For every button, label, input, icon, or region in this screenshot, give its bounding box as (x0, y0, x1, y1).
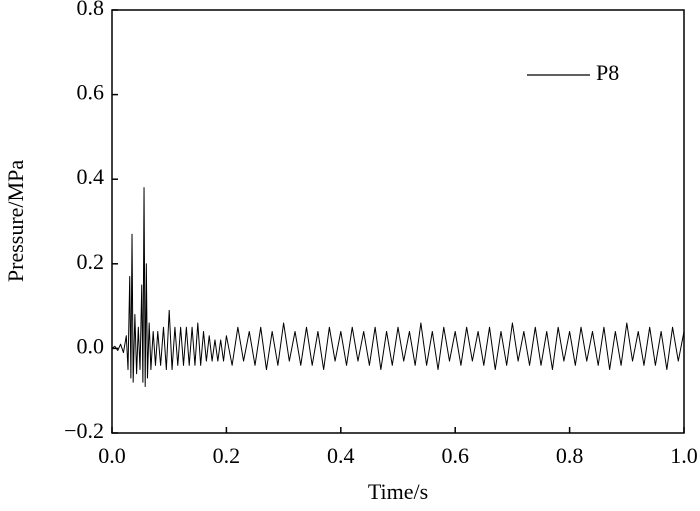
x-tick-label: 1.0 (670, 443, 698, 468)
legend-label: P8 (596, 60, 619, 85)
y-tick-label: 0.6 (77, 80, 105, 105)
y-tick-label: 0.2 (77, 249, 105, 274)
data-line (111, 187, 685, 387)
y-tick-label: 0.0 (77, 333, 105, 358)
x-tick-label: 0.0 (98, 443, 126, 468)
y-axis-title: Pressure/MPa (3, 160, 28, 282)
x-tick-label: 0.8 (556, 443, 584, 468)
y-tick-label: −0.2 (64, 418, 104, 443)
y-tick-label: 0.4 (77, 164, 105, 189)
x-tick-label: 0.2 (213, 443, 241, 468)
y-tick-label: 0.8 (77, 0, 105, 20)
x-tick-label: 0.4 (327, 443, 355, 468)
x-tick-label: 0.6 (441, 443, 469, 468)
x-axis-title: Time/s (368, 479, 428, 504)
plot-frame (111, 9, 685, 434)
